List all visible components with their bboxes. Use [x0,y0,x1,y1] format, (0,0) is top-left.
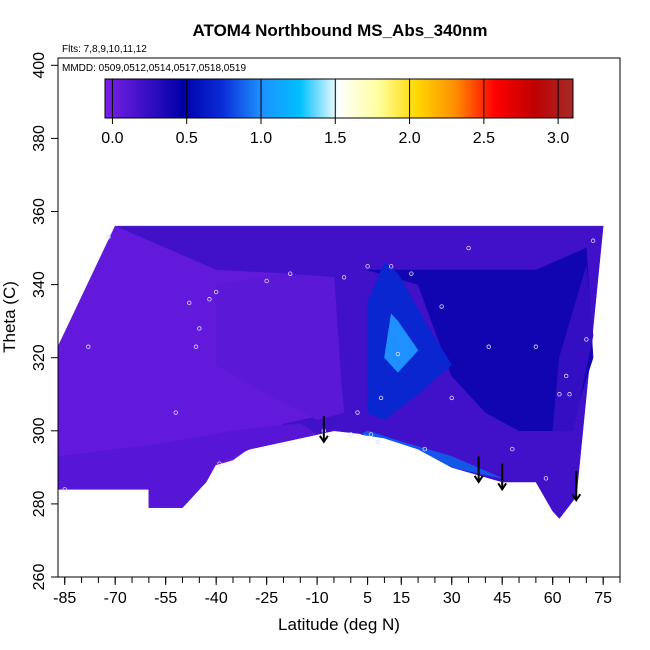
sample-point [193,344,199,349]
y-tick-label: 340 [31,271,48,298]
x-tick-label: 75 [594,590,612,607]
colorbar-tick-label: 3.0 [547,130,569,147]
sample-point [510,446,515,452]
y-tick-label: 300 [31,417,48,444]
x-tick-label: -10 [306,590,329,607]
x-tick-label: -40 [205,590,228,607]
sample-point [422,446,428,452]
colorbar: 0.0 0.5 1.0 1.5 2.0 2.5 3.0 [101,78,574,147]
sample-point [533,344,539,349]
arrow-marker [571,471,582,503]
colorbar-rect [104,78,574,119]
sample-point [466,245,471,251]
y-axis: 260 280 300 320 340 360 380 400 [31,52,58,590]
x-tick-label: -55 [154,590,177,607]
x-tick-label: 60 [544,590,562,607]
sample-point [106,234,111,240]
field-region-surface-blue [360,430,503,479]
sample-point [187,300,192,306]
field-region-blue-plume-core [384,313,419,373]
colorbar-tick-label: 1.0 [250,130,272,147]
field-region-right-dark-band [367,247,594,432]
sample-point [543,476,549,481]
x-tick-label: 45 [493,590,511,607]
sample-point [557,392,562,397]
sample-point [486,344,491,349]
y-axis-label: Theta (C) [0,281,19,353]
sample-point [368,432,374,437]
sample-point [388,264,394,269]
field-region-right-purple-edge [552,266,594,432]
sample-point [86,344,91,349]
arrow-marker [473,456,484,484]
sample-point [207,297,212,302]
colorbar-tick-label: 2.5 [473,130,495,147]
colorbar-tick-label: 0.0 [101,130,123,147]
subtitle-dates: MMDD: 0509,0512,0514,0517,0518,0519 [62,63,246,74]
plot-frame [57,57,621,578]
sample-point [264,278,269,284]
sample-point [365,264,370,269]
sample-point [395,351,401,357]
sample-point [62,487,67,492]
colorbar-tick-label: 0.5 [176,130,198,147]
arrow-marker [319,416,329,444]
colorbar-tick-label: 2.0 [398,130,420,147]
x-tick-label: -70 [104,590,127,607]
y-tick-label: 380 [31,125,48,152]
sample-point [173,410,178,415]
y-tick-label: 320 [31,344,48,371]
sample-point [217,461,222,466]
y-tick-label: 360 [31,198,48,225]
x-tick-label: 5 [363,590,372,607]
y-tick-label: 400 [31,52,48,79]
sample-point [341,275,347,280]
sample-point [348,432,353,437]
sample-point [584,337,589,342]
sample-point [197,326,202,331]
sample-point [355,410,360,415]
arrow-marker [497,463,508,492]
x-tick-label: 30 [443,590,461,607]
sample-point [449,395,454,401]
sample-point [213,289,219,295]
y-tick-label: 260 [31,564,48,591]
x-axis: -85 -70 -55 -40 -25 -10 5 15 30 45 60 75 [53,577,621,607]
arrows-layer [319,416,582,503]
sample-point [590,238,596,243]
x-tick-label: -25 [255,590,278,607]
x-axis-label: Latitude (deg N) [278,615,400,634]
subtitle-flights: Flts: 7,8,9,10,11,12 [62,44,147,55]
x-tick-label: 15 [392,590,410,607]
sample-point [563,373,569,379]
sample-point [409,271,414,276]
field-layer [58,225,604,519]
colorbar-tick-label: 1.5 [324,130,346,147]
sample-point [567,392,572,397]
x-tick-label: -85 [53,590,76,607]
sample-point [288,271,293,276]
field-region-central-purple [215,273,345,421]
y-tick-label: 280 [31,490,48,517]
sample-point [375,439,380,444]
chart-title: ATOM4 Northbound MS_Abs_340nm [192,21,487,40]
sample-point [378,395,384,401]
sample-point [439,304,444,309]
field-region-lower-purple [58,423,318,508]
